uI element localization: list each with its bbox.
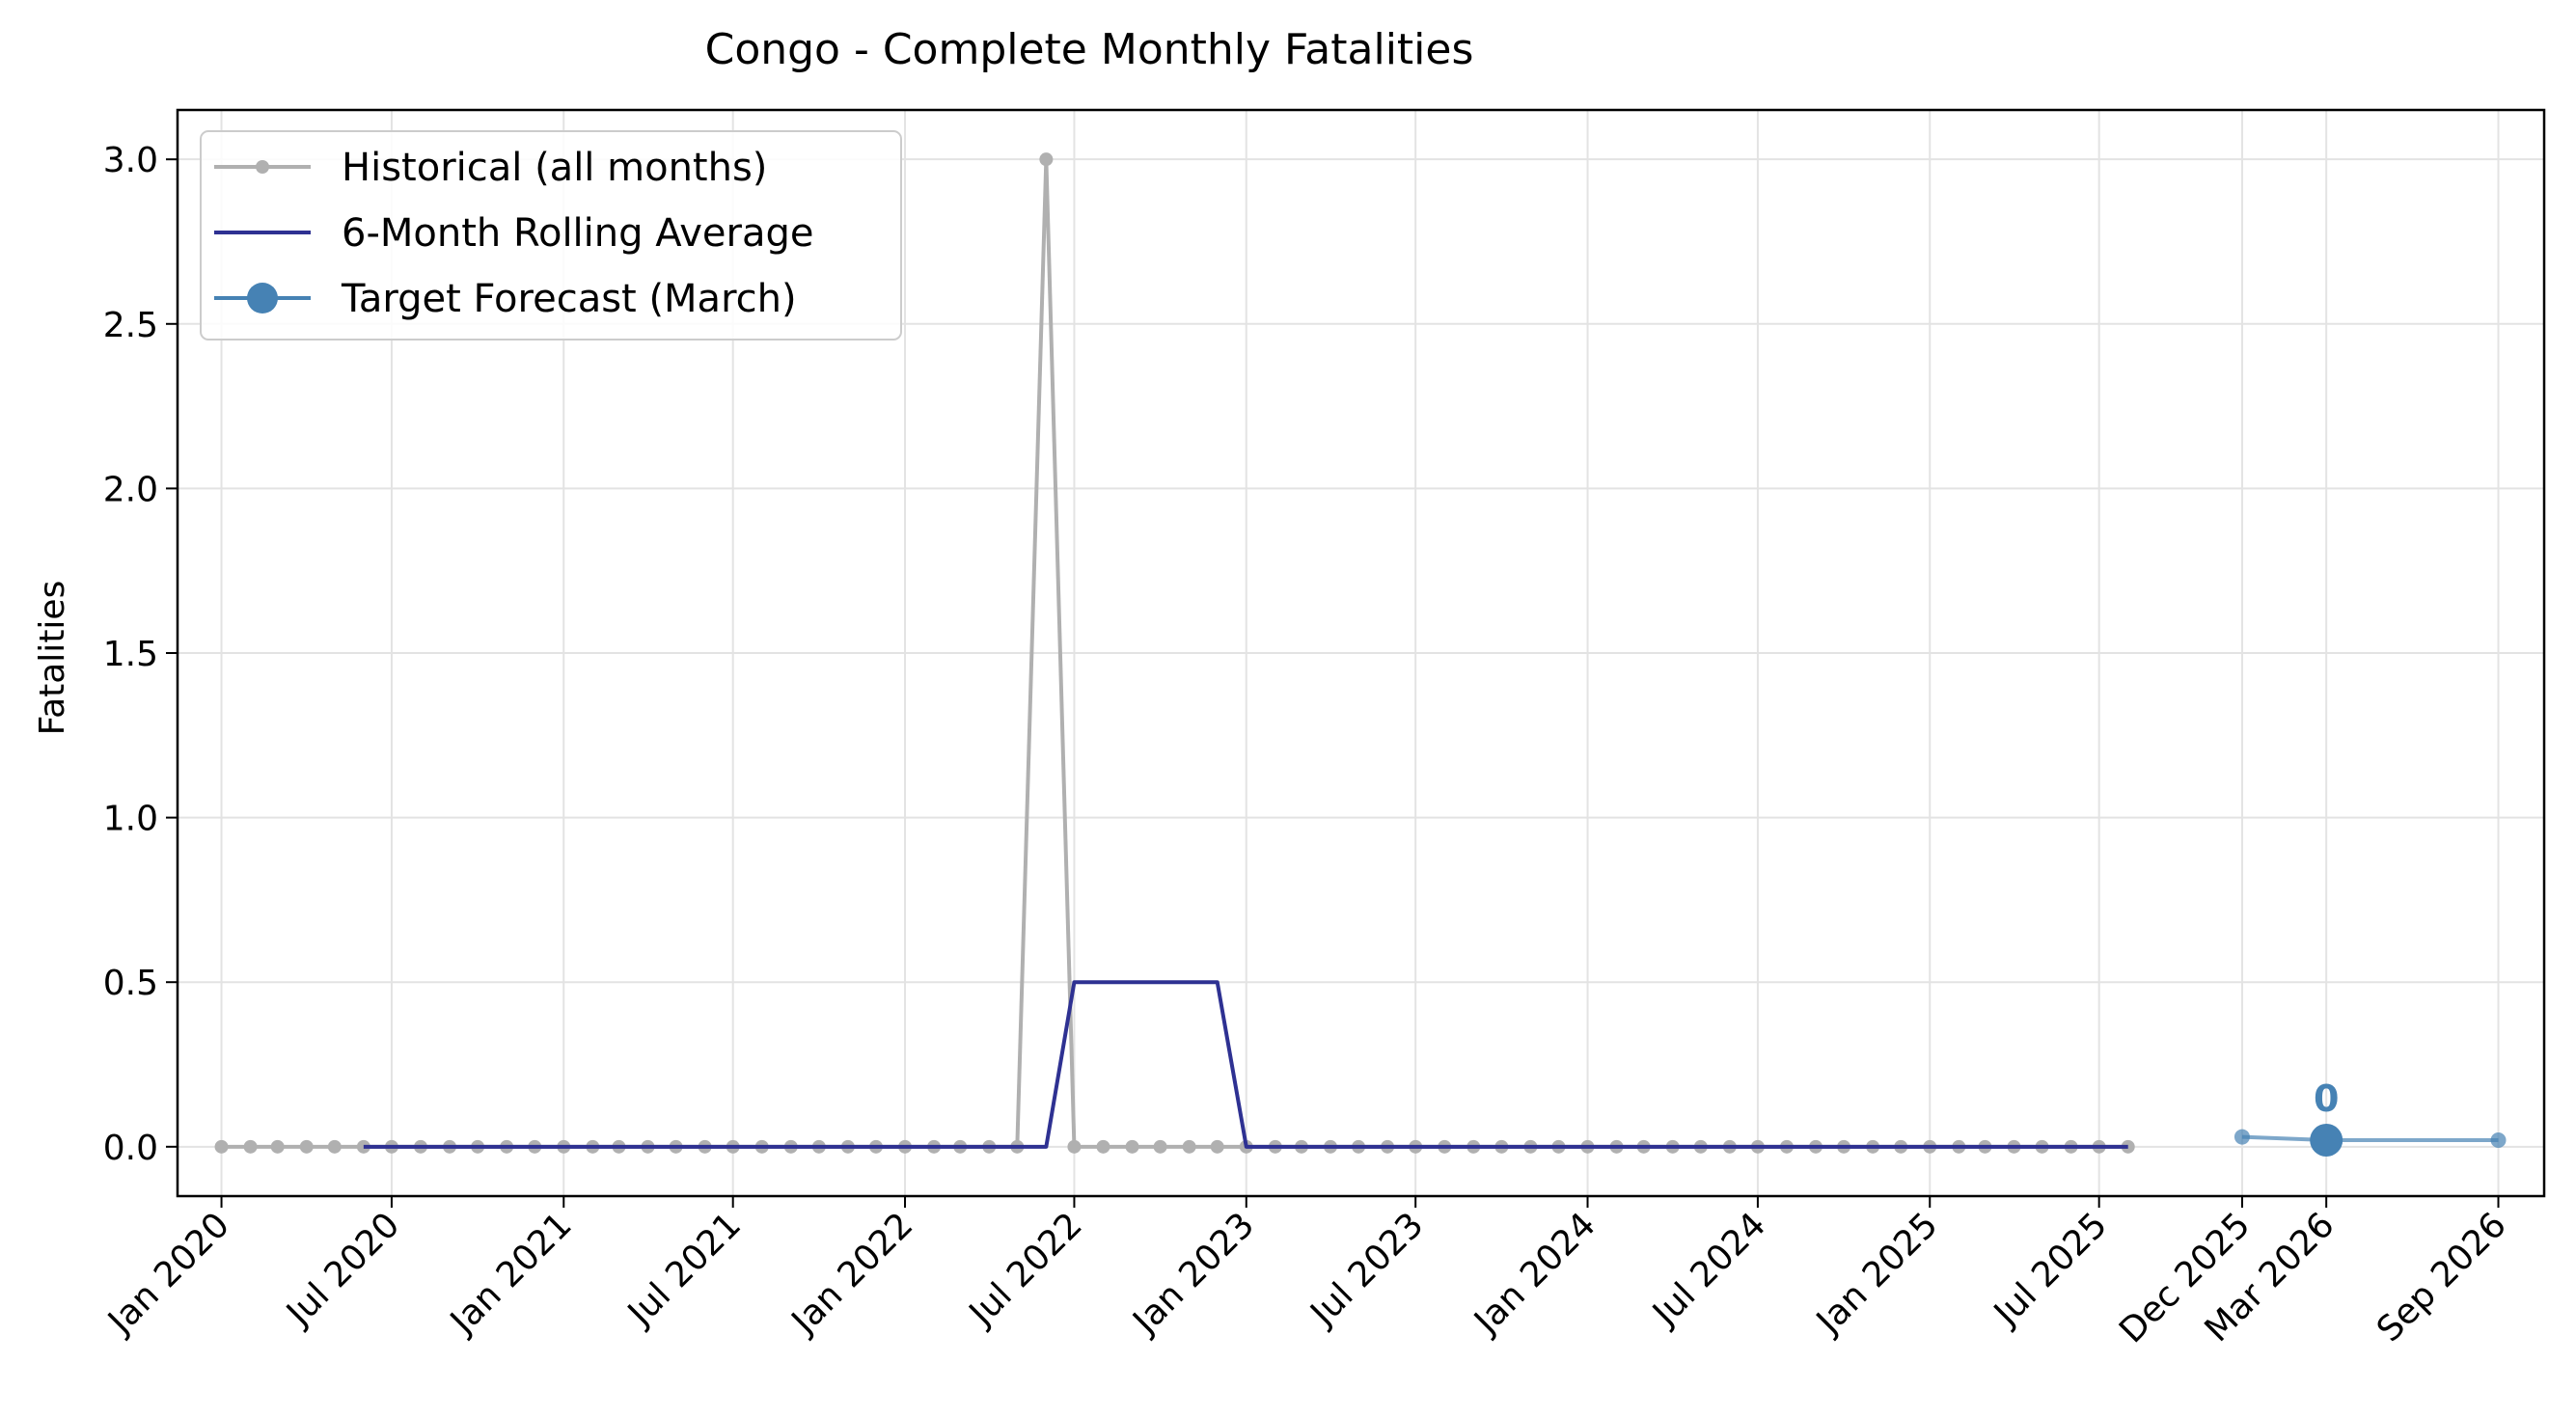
historical-point xyxy=(1153,1139,1167,1154)
legend-label: Historical (all months) xyxy=(342,146,767,190)
chart-title: Congo - Complete Monthly Fatalities xyxy=(705,25,1474,74)
x-tick-label: Jul 2023 xyxy=(1302,1205,1432,1334)
historical-point xyxy=(243,1139,258,1154)
historical-point xyxy=(1096,1139,1110,1154)
plot-series: 0 xyxy=(214,152,2507,1157)
y-tick-label: 1.0 xyxy=(103,800,158,839)
historical-point xyxy=(327,1139,342,1154)
x-tick-label: Jul 2025 xyxy=(1986,1205,2115,1334)
y-tick-label: 0.5 xyxy=(103,964,158,1003)
historical-point xyxy=(299,1139,314,1154)
y-tick-label: 1.5 xyxy=(103,635,158,674)
x-axis: Jan 2020 Jul 2020 Jan 2021 Jul 2021 Jan 2022… xyxy=(99,1196,2514,1351)
x-tick-label: Jan 2023 xyxy=(1125,1205,1263,1343)
rolling-average-line xyxy=(363,980,2128,1149)
y-tick-label: 3.0 xyxy=(103,141,158,180)
y-axis: 0.0 0.5 1.0 1.5 2.0 2.5 3.0 xyxy=(103,141,178,1168)
x-tick-label: Jul 2024 xyxy=(1644,1205,1773,1334)
legend-label: 6-Month Rolling Average xyxy=(342,211,814,256)
historical-point xyxy=(270,1139,285,1154)
historical-point xyxy=(1067,1139,1082,1154)
forecast-point xyxy=(2490,1131,2507,1148)
x-tick-label: Jan 2022 xyxy=(783,1205,921,1343)
legend-item: Target Forecast (March) xyxy=(214,277,797,321)
forecast-point xyxy=(2233,1129,2250,1145)
y-tick-label: 2.0 xyxy=(103,470,158,509)
target-forecast-point xyxy=(2310,1123,2343,1157)
y-axis-label: Fatalities xyxy=(33,581,72,736)
legend-item: Historical (all months) xyxy=(214,146,767,190)
forecast-line xyxy=(2241,1134,2499,1142)
historical-point xyxy=(1039,152,1054,167)
x-tick-label: Jul 2022 xyxy=(961,1205,1090,1334)
x-tick-label: Jul 2020 xyxy=(278,1205,407,1334)
historical-point xyxy=(1125,1139,1139,1154)
legend-label: Target Forecast (March) xyxy=(341,277,797,321)
legend: Historical (all months) 6-Month Rolling A… xyxy=(200,130,902,341)
y-tick-label: 0.0 xyxy=(103,1129,158,1168)
historical-point xyxy=(1182,1139,1196,1154)
historical-point xyxy=(1210,1139,1224,1154)
legend-item: 6-Month Rolling Average xyxy=(214,211,814,256)
plot-frame xyxy=(176,108,2546,1198)
y-tick-label: 2.5 xyxy=(103,306,158,345)
historical-point xyxy=(214,1139,229,1154)
x-tick-label: Jan 2021 xyxy=(442,1205,580,1343)
x-tick-label: Jan 2024 xyxy=(1466,1205,1603,1343)
x-tick-label: Sep 2026 xyxy=(2370,1205,2514,1349)
legend-marker xyxy=(256,160,269,174)
x-tick-label: Jan 2020 xyxy=(99,1205,237,1343)
legend-box xyxy=(200,130,902,341)
x-tick-label: Jul 2021 xyxy=(619,1205,749,1334)
target-forecast-label: 0 xyxy=(2314,1077,2339,1120)
x-tick-label: Jan 2025 xyxy=(1808,1205,1946,1343)
legend-marker xyxy=(247,283,278,313)
